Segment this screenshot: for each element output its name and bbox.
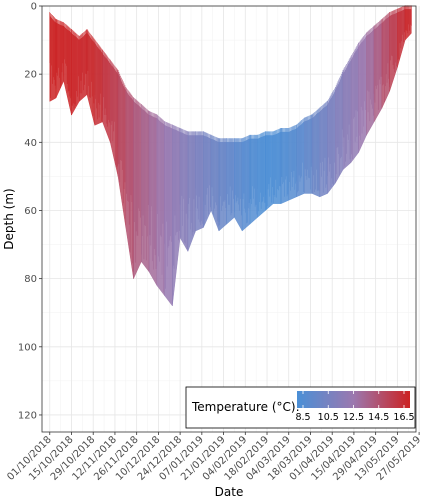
depth-band — [249, 138, 258, 225]
legend-tick-label: 8.5 — [295, 412, 310, 423]
y-tick-label: 120 — [18, 410, 37, 421]
depth-band — [319, 104, 328, 198]
depth-band — [288, 128, 297, 201]
legend-colorbar — [297, 391, 410, 408]
depth-band — [304, 118, 313, 194]
depth-band — [218, 142, 227, 232]
y-axis-title: Depth (m) — [2, 188, 16, 249]
depth-band — [79, 32, 88, 102]
depth-band — [195, 135, 204, 232]
y-tick-label: 0 — [31, 2, 37, 13]
depth-band — [273, 131, 282, 204]
depth-band — [373, 22, 383, 123]
y-tick-label: 40 — [24, 138, 37, 149]
depth-band — [94, 42, 103, 126]
legend-tick-label: 16.5 — [393, 412, 414, 423]
depth-band — [234, 142, 243, 232]
y-tick-label: 20 — [24, 70, 37, 81]
legend-tick-label: 14.5 — [368, 412, 389, 423]
y-tick-label: 100 — [18, 342, 37, 353]
depth-band — [187, 135, 196, 252]
depth-band — [241, 138, 251, 232]
depth-band — [148, 114, 158, 287]
y-tick-label: 80 — [24, 274, 37, 285]
depth-band — [133, 100, 142, 279]
depth-band — [164, 124, 173, 307]
legend-ticks: 8.5 10.5 12.5 14.5 16.5 — [295, 391, 415, 423]
depth-band — [257, 135, 266, 218]
depth-band — [311, 111, 320, 198]
legend: Temperature (°C): 8.5 10.5 12.5 14.5 16.5 — [185, 386, 416, 429]
depth-band — [366, 29, 375, 137]
legend-tick-label: 12.5 — [343, 412, 364, 423]
depth-band — [296, 121, 305, 198]
depth-band — [226, 142, 235, 225]
depth-trace — [49, 5, 412, 307]
depth-band — [358, 36, 367, 153]
depth-band — [179, 131, 189, 253]
depth-band — [350, 46, 359, 164]
depth-band — [265, 135, 274, 211]
depth-band — [327, 90, 336, 195]
legend-title: Temperature (°C): — [191, 400, 300, 414]
x-axis-title: Date — [215, 485, 244, 499]
depth-band — [71, 32, 80, 116]
y-tick-label: 60 — [24, 206, 37, 217]
legend-tick-label: 10.5 — [318, 412, 339, 423]
depth-band — [280, 131, 289, 204]
depth-band — [342, 59, 352, 171]
plot-frame — [41, 5, 417, 433]
depth-band — [156, 118, 165, 297]
depth-band — [335, 74, 344, 184]
depth-band — [141, 107, 150, 273]
